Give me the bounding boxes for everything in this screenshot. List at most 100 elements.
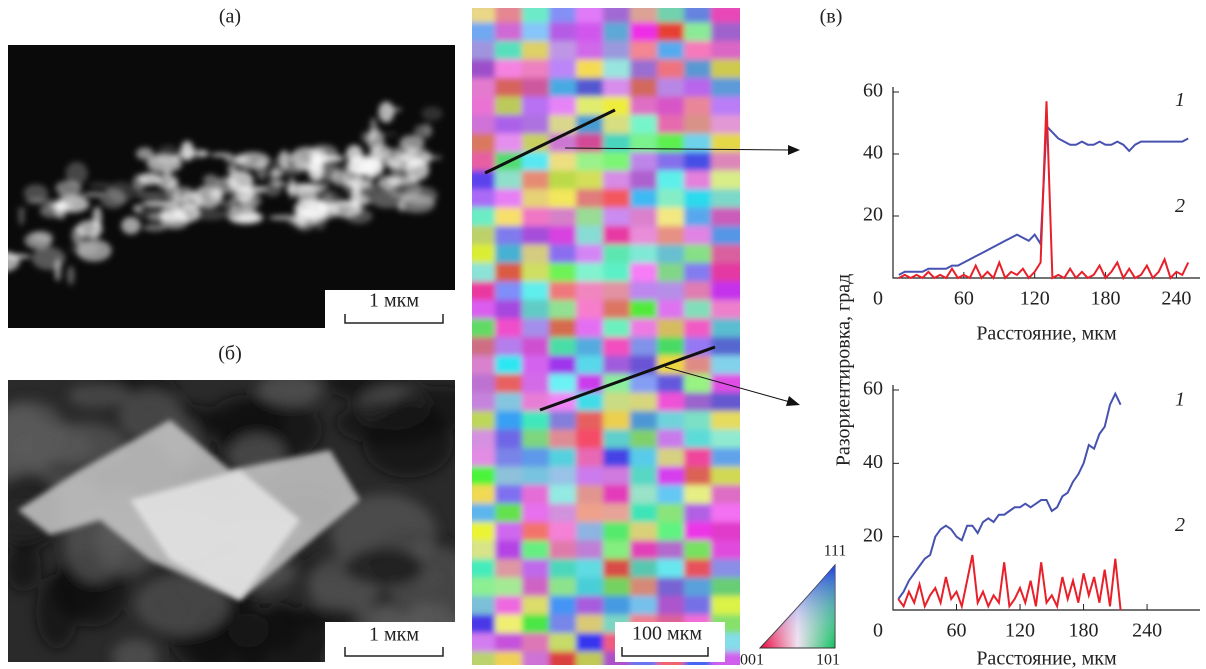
arrow-head (788, 145, 800, 155)
bright-spot (389, 107, 402, 112)
bright-spot (100, 188, 126, 208)
bright-spot (164, 168, 170, 180)
triangle-label: 101 (816, 652, 840, 669)
bright-spot (237, 211, 264, 223)
bright-spot (386, 175, 419, 185)
bright-spot (367, 129, 384, 152)
shade (6, 544, 41, 591)
shade (69, 384, 130, 408)
arrow-head (786, 396, 800, 406)
bright-spot (55, 258, 61, 281)
bright-spot (235, 152, 270, 170)
y-tick-label: 40 (863, 142, 883, 164)
shade (36, 574, 78, 648)
series-line (898, 555, 1120, 610)
grains (468, 4, 747, 669)
x-tick-label: 120 (1020, 288, 1050, 310)
x-axis-label: Расстояние, мкм (976, 648, 1117, 669)
bright-spot (76, 239, 111, 261)
x-tick-label: 120 (1005, 620, 1035, 642)
bright-spot (306, 213, 312, 218)
chart: 20 40 60 0 60 120 180 240 Расстояние, мкм 1 2 (863, 378, 1200, 669)
triangle-label: 111 (824, 543, 847, 560)
bright-spot (414, 124, 432, 137)
x-tick-label: 180 (1091, 288, 1121, 310)
bright-spot (378, 102, 394, 123)
bright-spot (84, 192, 104, 197)
charts: 204060060120180240Расстояние, мкм1220406… (833, 80, 1200, 669)
y-tick-label: 40 (863, 451, 883, 473)
bright-spot (25, 232, 53, 250)
chart: 20 40 60 0 60 120 180 240 Расстояние, мкм 1 2 (863, 80, 1200, 345)
x-tick-label: 0 (873, 620, 883, 642)
bright-spot (17, 207, 26, 213)
scale-label: 1 мкм (369, 290, 419, 312)
scale-bar: 100 мкм (615, 622, 725, 662)
series-line (899, 101, 1188, 278)
bright-spot (346, 201, 364, 212)
bright-spot (381, 132, 397, 136)
panel-label: (б) (218, 343, 242, 365)
bright-spot (156, 145, 180, 168)
scale-bar: 1 мкм (325, 290, 455, 328)
bright-spot (76, 220, 103, 238)
bright-spot (349, 146, 360, 155)
panel-label: (а) (219, 6, 241, 28)
bright-spot (210, 188, 224, 200)
x-axis-label: Расстояние, мкм (976, 323, 1117, 345)
bright-spot (24, 184, 48, 202)
series-label: 1 (1175, 89, 1185, 111)
bright-spot (397, 203, 405, 212)
triangle-label: 001 (740, 652, 764, 669)
bright-spot (235, 187, 254, 202)
bright-spot (138, 173, 161, 185)
x-tick-label: 0 (873, 288, 883, 310)
bright-spot (350, 155, 370, 174)
series-label: 2 (1175, 514, 1185, 536)
bright-spot (312, 148, 327, 167)
bright-spot (368, 159, 375, 181)
series-label: 1 (1175, 389, 1185, 411)
figure: (а) (б) (в) 1 мкм 1 мкм 100 мкм 111 001 … (0, 0, 1206, 669)
panel-label: (в) (820, 6, 843, 28)
ipf-triangle: 111 001 101 (740, 543, 846, 669)
bright-spot (297, 184, 330, 189)
bright-spot (40, 204, 62, 218)
series-line (898, 394, 1120, 599)
bright-spot (191, 209, 228, 220)
scale-label: 1 мкм (369, 624, 419, 646)
bright-spot (417, 155, 443, 160)
x-tick-label: 240 (1161, 288, 1191, 310)
bright-spot (274, 181, 287, 186)
bright-spot (89, 182, 112, 188)
bright-spot (421, 107, 442, 121)
scale-label: 100 мкм (632, 623, 702, 645)
bright-spot (190, 150, 209, 156)
shade (345, 548, 424, 587)
y-tick-label: 20 (863, 524, 883, 546)
y-tick-label: 20 (863, 204, 883, 226)
bright-spot (67, 266, 74, 285)
bright-spot (121, 217, 141, 234)
micrograph-a (0, 45, 455, 328)
bright-spot (135, 191, 170, 198)
x-tick-label: 180 (1069, 620, 1099, 642)
series-label: 2 (1175, 195, 1185, 217)
y-tick-label: 60 (863, 378, 883, 400)
y-axis-label: Разориентировка, град (833, 274, 855, 467)
x-tick-label: 60 (947, 620, 967, 642)
bright-spot (143, 224, 167, 231)
bright-spot (268, 215, 303, 220)
bright-spot (385, 155, 421, 170)
y-tick-label: 60 (863, 80, 883, 102)
bright-spot (136, 201, 165, 221)
bright-spot (284, 165, 318, 172)
x-tick-label: 240 (1132, 620, 1162, 642)
bright-spot (342, 178, 373, 189)
scale-bar: 1 мкм (325, 622, 455, 662)
x-tick-label: 60 (954, 288, 974, 310)
axis (893, 385, 1200, 610)
bright-spot (136, 147, 154, 160)
ebsd-map (468, 4, 747, 669)
shade (392, 387, 486, 430)
